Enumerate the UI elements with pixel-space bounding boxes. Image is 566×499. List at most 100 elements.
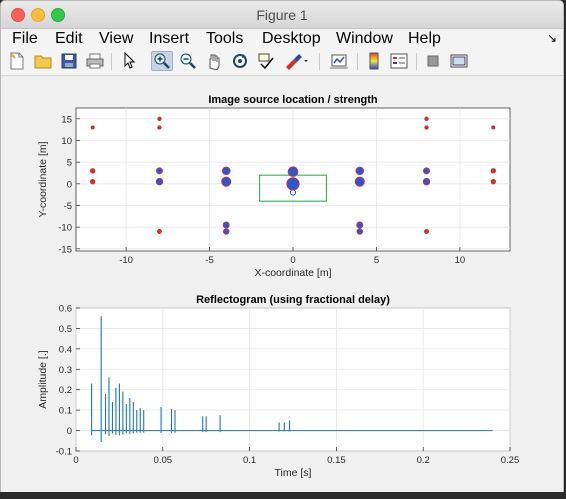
image-source-marker: [286, 177, 300, 191]
chart-title: Image source location / strength: [208, 94, 378, 106]
image-source-marker: [90, 125, 95, 130]
hand-icon: [209, 54, 220, 70]
folder-icon: [34, 55, 52, 69]
edit-plot-arrow-button[interactable]: [119, 51, 139, 71]
menu-view[interactable]: View: [99, 30, 134, 47]
y-tick-label: 0: [67, 426, 72, 437]
reflectogram-axes[interactable]: 0 0.05 0.1 0.15 0.2 0.25-0.100.10.20.30.40.50…: [37, 294, 519, 479]
zoom-window-button[interactable]: [51, 8, 65, 22]
insert-colorbar-button[interactable]: [364, 51, 384, 71]
y-axis-label: Amplitude [.]: [37, 350, 49, 408]
open-file-button[interactable]: [33, 51, 53, 71]
y-tick-label: 0.1: [59, 406, 72, 417]
image-source-marker: [491, 125, 496, 130]
y-tick-label: 0.6: [59, 304, 72, 315]
axis-ticks: 0 0.05 0.1 0.15 0.2 0.25-0.100.10.20.30.40.50…: [56, 304, 520, 467]
image-source-marker: [424, 229, 429, 234]
image-source-marker: [155, 177, 164, 186]
x-tick-label: 10: [455, 255, 466, 266]
show-plot-tools-icon: [450, 54, 468, 68]
x-tick-label: 0.25: [501, 455, 520, 466]
menu-bar: File Edit View Insert Tools Desktop Wind…: [1, 29, 563, 49]
print-button[interactable]: [85, 51, 105, 71]
grid: [76, 108, 510, 251]
x-tick-label: 0.15: [327, 455, 346, 466]
image-source-marker: [424, 125, 429, 130]
figure-canvas[interactable]: -10 -5 0 5 10 -15 -10 -5 0 5 10 15 Image source loc…: [1, 1, 563, 493]
axes-background: [75, 307, 511, 452]
zoom-in-button[interactable]: [151, 51, 173, 71]
x-axis-label: X-coordinate [m]: [254, 267, 331, 279]
y-tick-label: 0.3: [59, 365, 72, 376]
menu-edit[interactable]: Edit: [55, 30, 83, 47]
image-source-marker: [223, 228, 230, 235]
link-plot-button[interactable]: [328, 51, 350, 71]
hide-plot-tools-button[interactable]: [423, 51, 443, 71]
image-source-marker: [423, 167, 431, 175]
close-window-button[interactable]: [11, 8, 25, 22]
menu-insert[interactable]: Insert: [149, 30, 190, 47]
image-source-marker: [356, 221, 364, 229]
insert-legend-button[interactable]: [389, 51, 409, 71]
toolbar-separator: [319, 53, 320, 70]
hide-plot-tools-icon: [427, 55, 439, 67]
y-tick-label: -5: [64, 201, 72, 212]
y-tick-label: 15: [61, 114, 72, 125]
menu-file[interactable]: File: [12, 30, 38, 47]
pointer-arrow-icon: [124, 52, 136, 69]
image-source-marker: [424, 116, 429, 122]
axis-ticks: -10 -5 0 5 10 -15 -10 -5 0 5 10 15: [58, 114, 465, 266]
y-tick-label: 5: [67, 158, 72, 169]
y-tick-label: 0: [67, 179, 72, 190]
minimize-window-button[interactable]: [31, 8, 45, 22]
new-figure-button[interactable]: [7, 51, 27, 71]
y-tick-label: -10: [58, 223, 72, 234]
image-source-marker: [490, 168, 497, 174]
show-plot-tools-button[interactable]: [448, 51, 470, 71]
menu-tools[interactable]: Tools: [206, 30, 244, 47]
x-tick-label: 5: [374, 255, 379, 266]
y-tick-label: 0.5: [59, 324, 72, 335]
window-title: Figure 1: [256, 7, 308, 23]
y-axis-label: Y-coordinate [m]: [37, 141, 49, 217]
y-tick-label: -15: [58, 244, 72, 255]
y-tick-label: 0.4: [59, 344, 72, 355]
menubar-dock-arrow-icon[interactable]: ↘: [546, 31, 557, 45]
chart-title: Reflectogram (using fractional delay): [196, 294, 390, 306]
desktop-strip: [0, 492, 566, 499]
legend-icon: [390, 53, 408, 69]
title-bar[interactable]: Figure 1: [1, 1, 563, 29]
x-tick-label: 0.1: [243, 455, 256, 466]
image-source-marker: [422, 177, 431, 186]
rotate-3d-button[interactable]: [230, 51, 250, 71]
link-plot-icon: [330, 54, 348, 69]
image-source-marker: [354, 176, 365, 187]
brush-button[interactable]: [282, 51, 310, 71]
data-cursor-icon: [258, 53, 274, 70]
menu-window[interactable]: Window: [336, 30, 393, 47]
brush-icon: [286, 54, 308, 70]
image-source-marker: [157, 125, 162, 130]
new-document-icon: [10, 52, 24, 70]
image-source-marker: [221, 166, 231, 176]
x-tick-label: 0.2: [417, 455, 430, 466]
image-source-marker: [222, 221, 230, 229]
pan-button[interactable]: [204, 51, 224, 71]
zoom-out-button[interactable]: [178, 51, 198, 71]
data-cursor-button[interactable]: [256, 51, 276, 71]
figure-toolbar: [1, 49, 563, 76]
x-tick-label: -10: [119, 255, 133, 266]
image-source-marker: [490, 178, 497, 185]
save-button[interactable]: [59, 51, 79, 71]
image-source-axes[interactable]: -10 -5 0 5 10 -15 -10 -5 0 5 10 15 Image source loc…: [37, 94, 511, 279]
image-source-marker: [157, 229, 162, 234]
x-tick-label: -5: [205, 255, 213, 266]
image-source-marker: [157, 116, 162, 122]
toolbar-separator: [111, 53, 112, 70]
rotate-3d-icon: [233, 54, 247, 68]
plot-line: [91, 316, 493, 443]
menu-help[interactable]: Help: [408, 30, 441, 47]
image-source-marker: [221, 176, 232, 187]
menu-desktop[interactable]: Desktop: [262, 30, 321, 47]
